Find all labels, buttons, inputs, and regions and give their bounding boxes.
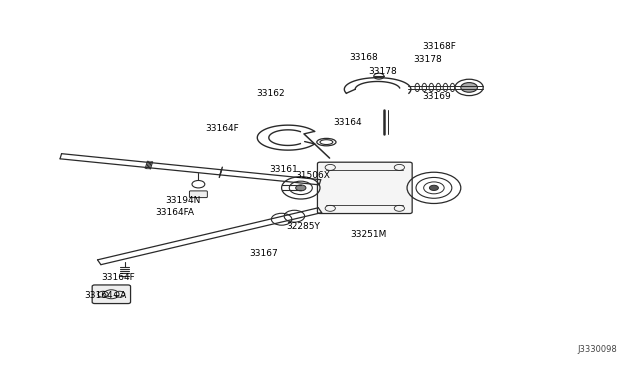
FancyBboxPatch shape — [92, 285, 131, 304]
Text: 33178: 33178 — [368, 67, 397, 76]
Text: 33164+A: 33164+A — [84, 291, 127, 300]
Text: 33162: 33162 — [256, 89, 285, 97]
FancyBboxPatch shape — [317, 162, 412, 214]
Text: 32285Y: 32285Y — [287, 222, 321, 231]
Text: J3330098: J3330098 — [578, 345, 618, 354]
Text: 33164: 33164 — [333, 118, 362, 126]
FancyBboxPatch shape — [189, 191, 207, 198]
Text: 33164FA: 33164FA — [155, 208, 194, 217]
Circle shape — [461, 83, 477, 92]
Circle shape — [296, 185, 306, 191]
Text: 33194N: 33194N — [165, 196, 200, 205]
Text: 33168F: 33168F — [422, 42, 456, 51]
Text: 33251M: 33251M — [351, 230, 387, 239]
Text: 33178: 33178 — [413, 55, 442, 64]
Circle shape — [429, 185, 438, 190]
Text: 33164F: 33164F — [205, 124, 239, 133]
Text: 33168: 33168 — [349, 53, 378, 62]
Text: 31506X: 31506X — [296, 171, 330, 180]
Text: 33161: 33161 — [269, 165, 298, 174]
Text: 33169: 33169 — [422, 92, 451, 101]
Text: 33164F: 33164F — [101, 273, 135, 282]
Text: 33167: 33167 — [250, 249, 278, 258]
